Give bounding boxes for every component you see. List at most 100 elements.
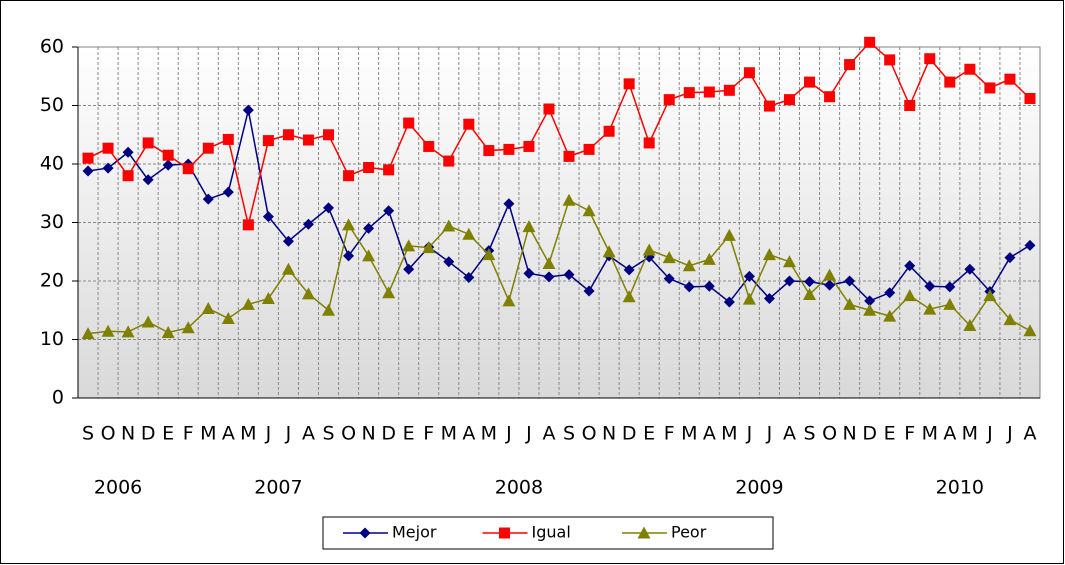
marker: [282, 235, 294, 247]
marker: [101, 324, 115, 337]
marker: [924, 53, 936, 65]
x-tick-label: J: [986, 423, 993, 445]
y-tick-label: 0: [52, 387, 64, 409]
x-tick-label: O: [582, 423, 597, 445]
x-tick-label: D: [141, 423, 156, 445]
marker: [262, 135, 274, 147]
marker: [637, 526, 651, 539]
marker: [663, 94, 675, 106]
marker: [242, 104, 254, 116]
marker: [562, 193, 576, 206]
marker: [302, 134, 314, 146]
marker: [1003, 313, 1017, 326]
marker: [884, 54, 896, 66]
marker: [102, 142, 114, 154]
marker: [824, 279, 836, 291]
marker: [142, 174, 154, 186]
x-tick-label: S: [803, 423, 815, 445]
x-tick-label: J: [746, 423, 753, 445]
marker: [563, 269, 575, 281]
marker: [682, 259, 696, 272]
legend-label: Mejor: [392, 523, 437, 542]
marker: [903, 289, 917, 302]
x-tick-label: M: [481, 423, 497, 445]
marker: [162, 159, 174, 171]
marker: [523, 140, 535, 152]
marker: [923, 302, 937, 315]
y-tick-label: 20: [40, 270, 64, 292]
marker: [502, 294, 516, 307]
marker: [161, 325, 175, 338]
marker: [202, 142, 214, 154]
marker: [623, 264, 635, 276]
x-tick-label: A: [703, 423, 716, 445]
x-tick-label: M: [441, 423, 457, 445]
marker: [723, 84, 735, 96]
x-tick-label: E: [403, 423, 415, 445]
x-tick-label: D: [381, 423, 396, 445]
x-tick-label: A: [462, 423, 475, 445]
marker: [904, 100, 916, 111]
marker: [222, 186, 234, 198]
year-label: 2010: [936, 477, 984, 499]
marker: [523, 267, 535, 279]
x-tick-label: E: [643, 423, 655, 445]
x-tick-label: E: [162, 423, 174, 445]
x-tick-label: M: [962, 423, 978, 445]
x-tick-label: S: [563, 423, 575, 445]
x-tick-label: A: [542, 423, 555, 445]
x-tick-label: O: [822, 423, 837, 445]
marker: [402, 239, 416, 252]
x-tick-label: S: [322, 423, 334, 445]
marker: [543, 271, 555, 283]
marker: [403, 117, 415, 129]
marker: [81, 327, 95, 340]
marker: [743, 67, 755, 79]
x-tick-label: N: [121, 423, 135, 445]
marker: [342, 218, 356, 231]
marker: [182, 163, 194, 175]
marker: [359, 527, 371, 539]
marker: [443, 155, 455, 167]
x-tick-label: O: [341, 423, 356, 445]
marker: [322, 303, 336, 316]
marker: [301, 287, 315, 300]
marker: [403, 263, 415, 275]
x-tick-label: F: [423, 423, 434, 445]
marker: [663, 273, 675, 285]
marker: [503, 198, 515, 210]
marker: [583, 285, 595, 297]
x-tick-label: M: [681, 423, 697, 445]
marker: [642, 243, 656, 256]
marker: [202, 193, 214, 205]
y-tick-label: 40: [40, 153, 64, 175]
marker: [804, 276, 816, 288]
x-tick-label: J: [505, 423, 512, 445]
marker: [383, 164, 395, 176]
x-tick-label: O: [101, 423, 116, 445]
marker: [743, 270, 755, 282]
marker: [583, 143, 595, 155]
year-label: 2008: [495, 477, 543, 499]
marker: [363, 162, 375, 174]
marker: [964, 263, 976, 275]
marker: [122, 170, 134, 182]
x-tick-label: D: [622, 423, 637, 445]
marker: [984, 82, 996, 94]
marker: [963, 318, 977, 331]
x-tick-label: N: [842, 423, 856, 445]
marker: [683, 87, 695, 99]
x-tick-label: A: [783, 423, 796, 445]
marker: [543, 103, 555, 115]
x-tick-label: J: [525, 423, 532, 445]
marker: [763, 100, 775, 112]
x-tick-label: M: [240, 423, 256, 445]
year-label: 2007: [254, 477, 302, 499]
marker: [102, 162, 114, 174]
marker: [683, 281, 695, 293]
marker: [1004, 73, 1016, 85]
marker: [763, 293, 775, 305]
x-tick-label: M: [922, 423, 938, 445]
y-tick-label: 60: [40, 36, 64, 58]
